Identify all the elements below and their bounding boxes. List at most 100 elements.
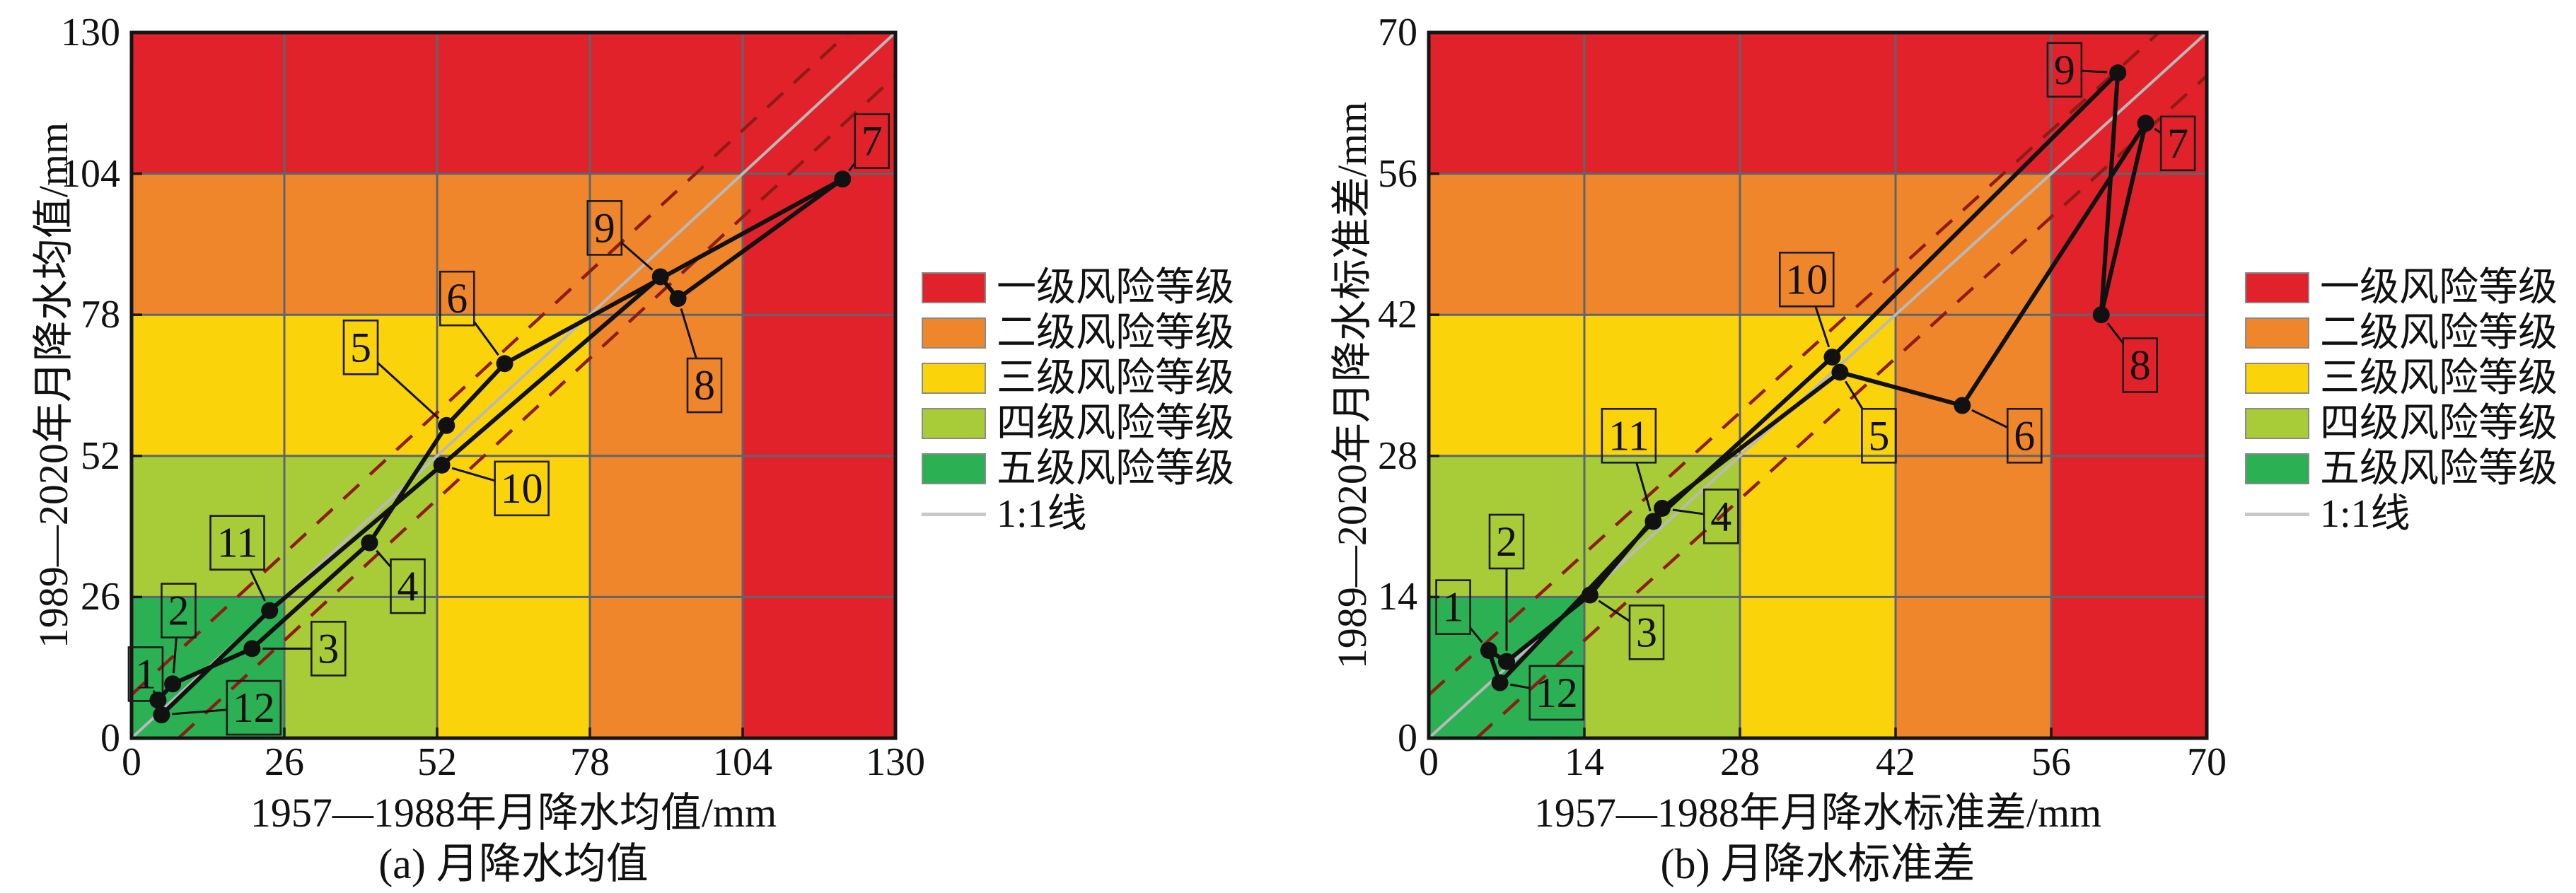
data-point-month-5 [1831, 363, 1849, 381]
y-tick-label-130: 130 [61, 11, 120, 54]
risk-cell-row3-col4 [590, 315, 743, 456]
leader-month-7 [848, 162, 856, 172]
y-tick-label-78: 78 [81, 293, 120, 337]
y-tick-label-70: 70 [1378, 11, 1417, 54]
month-label-1: 1 [1443, 584, 1464, 631]
x-tick-label-14: 14 [1565, 740, 1604, 784]
legend-item-label: 四级风险等级 [2320, 402, 2558, 445]
x-axis-title-b: 1957—1988年月降水标准差/mm [1533, 790, 2102, 836]
risk-cell-row3-col1 [132, 315, 284, 456]
month-label-2: 2 [1496, 518, 1517, 565]
leader-month-10 [1814, 305, 1831, 348]
month-label-10: 10 [501, 465, 543, 512]
month-label-9: 9 [594, 204, 615, 251]
x-tick-label-0: 0 [1419, 740, 1439, 784]
leader-month-6 [1971, 409, 2008, 428]
leader-month-5 [1844, 380, 1864, 410]
month-label-8: 8 [694, 362, 715, 409]
risk-cell-row2-col3 [437, 455, 590, 597]
data-point-month-8 [2092, 306, 2110, 324]
dashed-band-lower [177, 74, 897, 740]
leader-month-6 [473, 321, 499, 356]
risk-cell-row2-col5 [743, 455, 895, 597]
data-point-month-7 [834, 170, 852, 188]
month-label-box-9 [586, 200, 623, 256]
risk-cell-row5-col4 [1896, 33, 2051, 174]
one-to-one-line-icon [2245, 513, 2309, 516]
risk-cell-row2-col4 [1896, 455, 2051, 597]
dashed-band-lower [1475, 74, 2208, 740]
risk-cell-row2-col4 [590, 455, 743, 597]
plot-border [1427, 30, 2209, 740]
legend-item-label: 一级风险等级 [997, 266, 1234, 310]
y-tick-label-14: 14 [1378, 575, 1417, 619]
risk-cell-row2-col5 [2051, 455, 2207, 597]
data-point-month-6 [496, 355, 514, 373]
dashed-band-upper [1427, 31, 2160, 696]
x-tick-label-26: 26 [265, 740, 304, 784]
risk-cell-row5-col3 [437, 33, 590, 174]
month-label-3: 3 [318, 625, 339, 672]
leader-month-10 [451, 467, 496, 482]
x-axis-title-a: 1957—1988年月降水均值/mm [250, 790, 777, 836]
month-label-box-2 [1488, 513, 1525, 570]
month-label-6: 6 [2014, 412, 2035, 459]
legend-item-label: 二级风险等级 [997, 311, 1234, 355]
leader-month-12 [1510, 683, 1530, 689]
risk-cell-row3-col5 [743, 315, 895, 456]
month-label-box-8 [2122, 337, 2159, 393]
legend-item-label: 二级风险等级 [2320, 311, 2558, 355]
month-label-box-12 [226, 679, 282, 736]
dashed-band-upper [130, 31, 850, 696]
leader-month-3 [1598, 600, 1630, 622]
risk-cell-row1-col2 [1584, 597, 1740, 738]
x-tick-label-130: 130 [866, 740, 925, 784]
y-tick-label-28: 28 [1378, 433, 1417, 478]
month-label-box-5 [1861, 407, 1897, 464]
x-tick-label-104: 104 [713, 740, 772, 784]
data-point-month-8 [669, 290, 687, 308]
risk-cell-row2-col1 [132, 455, 284, 597]
legend-item-label: 三级风险等级 [2320, 356, 2558, 400]
risk-cell-row1-col5 [743, 597, 895, 738]
month-label-box-7 [854, 113, 890, 169]
data-point-month-4 [1654, 499, 1671, 517]
y-tick-label-42: 42 [1378, 293, 1417, 337]
risk-cell-row5-col2 [284, 33, 437, 174]
y-tick-label-0: 0 [1398, 716, 1417, 760]
x-tick-label-28: 28 [1720, 740, 1760, 784]
y-tick-label-0: 0 [100, 716, 120, 760]
risk-cell-row4-col1 [1429, 173, 1584, 315]
month-label-box-11 [1601, 407, 1657, 464]
risk-cell-row3-col2 [1584, 315, 1740, 456]
month-label-box-5 [342, 319, 379, 375]
leader-month-4 [376, 549, 392, 568]
month-label-box-1 [127, 646, 164, 702]
data-point-month-11 [1644, 513, 1662, 530]
leader-month-4 [1672, 508, 1705, 515]
x-tick-label-52: 52 [417, 740, 457, 784]
month-label-box-6 [439, 270, 475, 327]
risk-cell-row3-col2 [284, 315, 437, 456]
legend-swatch-icon [2245, 317, 2309, 349]
x-tick-label-42: 42 [1876, 740, 1915, 784]
month-label-11: 11 [1608, 412, 1649, 459]
one-to-one-line-icon [922, 513, 986, 516]
data-point-month-2 [1498, 653, 1515, 670]
data-point-month-12 [153, 706, 170, 723]
caption-a: (a) 月降水均值 [378, 841, 649, 887]
month-label-box-4 [1702, 489, 1739, 544]
month-label-2: 2 [168, 588, 189, 634]
month-label-5: 5 [1868, 412, 1889, 459]
legend-item-label: 一级风险等级 [2320, 266, 2558, 310]
leader-month-8 [680, 308, 697, 359]
risk-cell-row4-col3 [437, 173, 590, 315]
month-label-10: 10 [1785, 256, 1828, 303]
legend-swatch-icon [2245, 363, 2309, 394]
data-point-month-3 [1581, 586, 1599, 604]
data-point-month-9 [2109, 64, 2127, 82]
risk-cell-row1-col4 [590, 597, 743, 738]
data-point-month-1 [1480, 641, 1497, 659]
